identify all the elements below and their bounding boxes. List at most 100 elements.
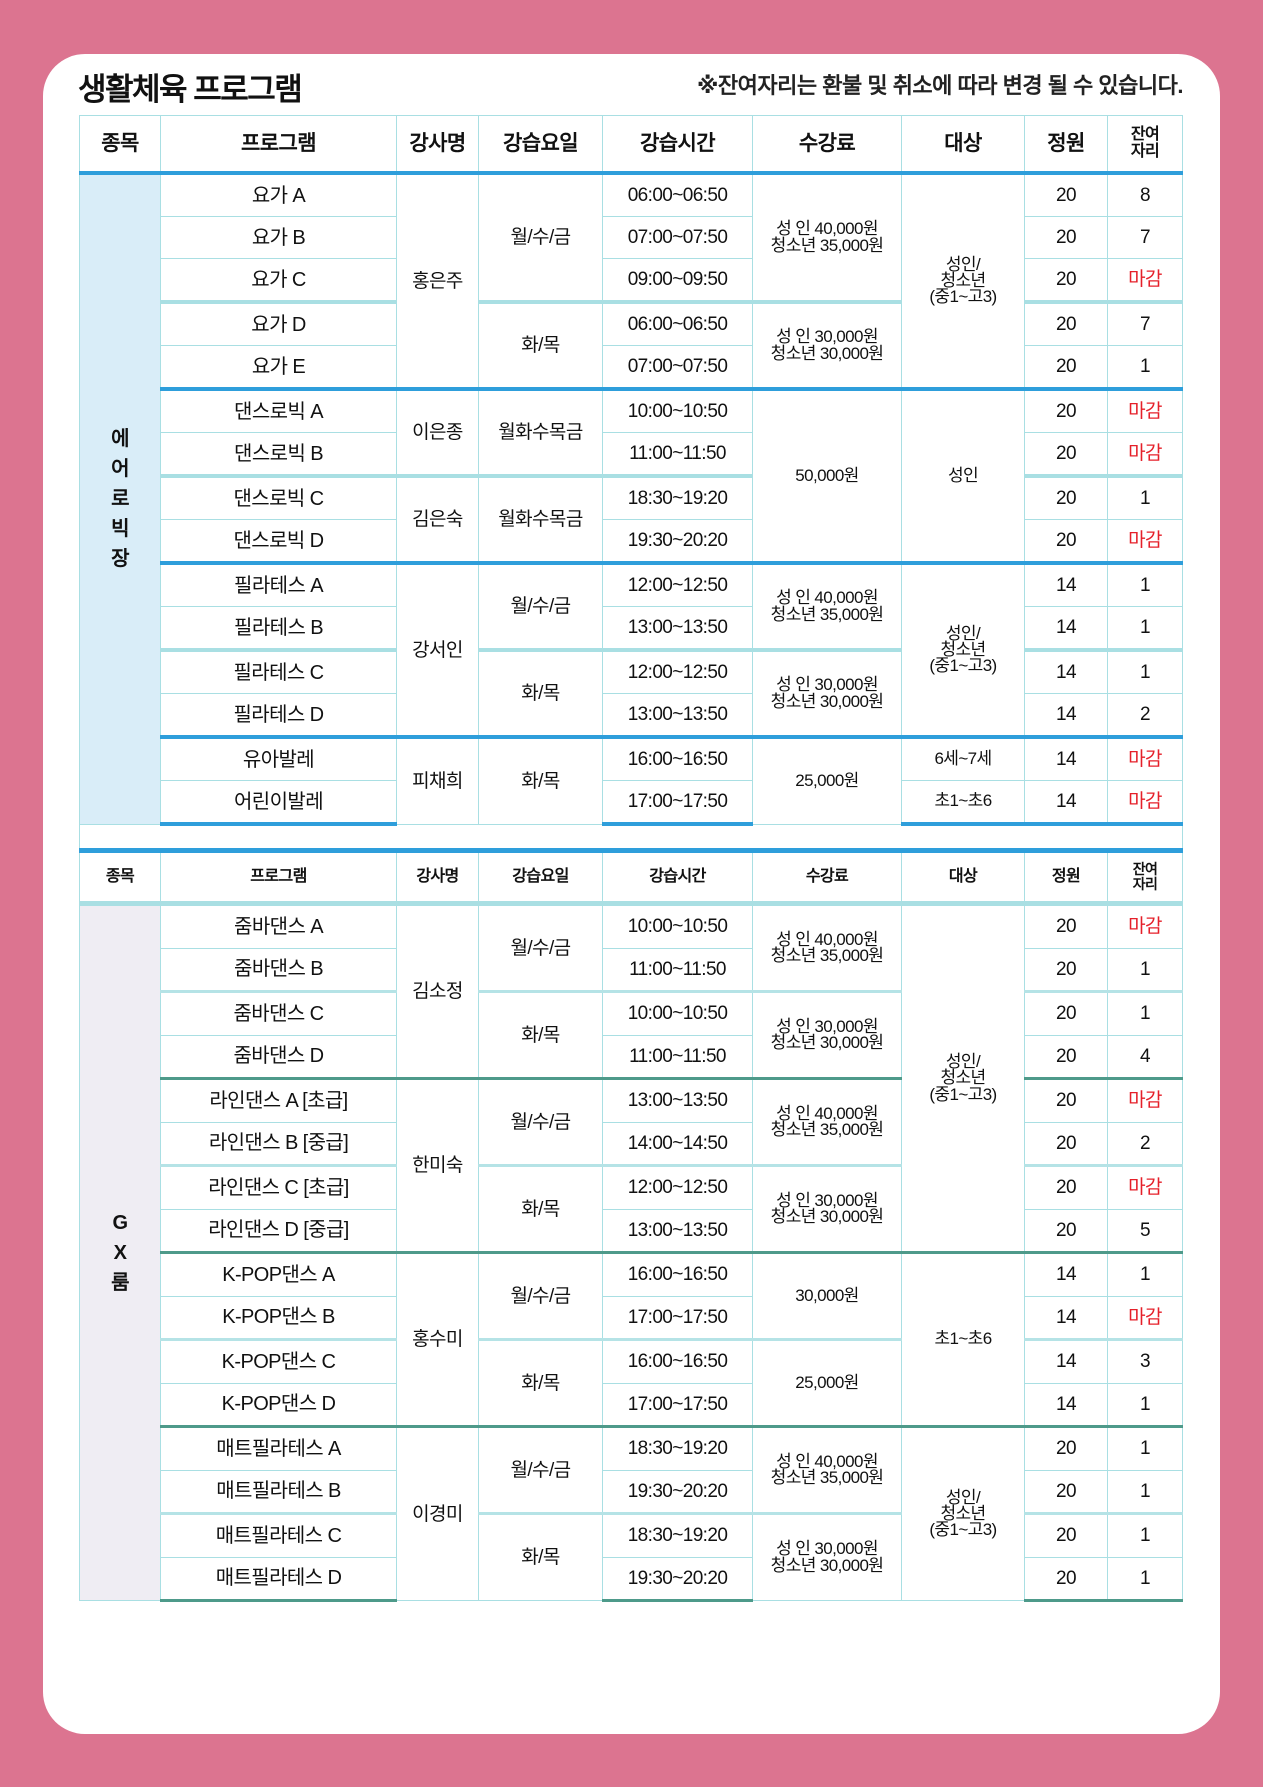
fee-cell: 50,000원 xyxy=(752,387,902,564)
fee-cell: 성 인 30,000원 청소년 30,000원 xyxy=(752,1164,902,1253)
header-days: 강습요일 xyxy=(478,115,603,175)
table-row: 요가 B 07:00~07:50 20 7 xyxy=(80,216,1183,259)
class-time: 18:30~19:20 xyxy=(602,474,753,520)
capacity-cell: 20 xyxy=(1024,1208,1108,1253)
class-time: 10:00~10:50 xyxy=(602,990,753,1036)
program-name: 필라테스 D xyxy=(160,693,397,738)
capacity-cell: 14 xyxy=(1024,561,1108,607)
remaining-seats: 8 xyxy=(1107,172,1183,217)
table-row: 댄스로빅 C 김은숙 월화수목금 18:30~19:20 20 1 xyxy=(80,474,1183,564)
remaining-seats: 1 xyxy=(1107,561,1183,607)
class-time: 10:00~10:50 xyxy=(602,903,753,949)
remaining-seats: 1 xyxy=(1107,1251,1183,1297)
fee-cell: 25,000원 xyxy=(752,1338,902,1427)
target-cell: 성인/ 청소년 (중1~고3) xyxy=(901,561,1025,738)
target-cell: 초1~초6 xyxy=(901,1251,1025,1427)
instructor-cell: 피채희 xyxy=(396,735,479,825)
days-cell: 화/목 xyxy=(478,1512,603,1601)
program-name: 라인댄스 A [초급] xyxy=(160,1077,397,1123)
remaining-seats: 2 xyxy=(1107,1121,1183,1166)
days-cell: 화/목 xyxy=(478,648,603,738)
fee-cell: 성 인 40,000원 청소년 35,000원 xyxy=(752,172,902,303)
remaining-seats: 7 xyxy=(1107,216,1183,259)
class-time: 19:30~20:20 xyxy=(602,1469,753,1514)
capacity-cell: 14 xyxy=(1024,1251,1108,1297)
class-time: 12:00~12:50 xyxy=(602,1164,753,1210)
fee-cell: 성 인 30,000원 청소년 30,000원 xyxy=(752,300,902,390)
days-cell: 월/수/금 xyxy=(478,1425,603,1514)
program-name: 유아발레 xyxy=(160,735,397,781)
header-target: 대상 xyxy=(901,848,1025,906)
table-row: 줌바댄스 D 11:00~11:50 20 4 xyxy=(80,1034,1183,1079)
program-name: 요가 E xyxy=(160,345,397,390)
days-cell: 화/목 xyxy=(478,1338,603,1427)
table-row: 필라테스 D 13:00~13:50 14 2 xyxy=(80,693,1183,738)
table-header-row: 종목 프로그램 강사명 강습요일 강습시간 수강료 대상 정원 잔여 자리 xyxy=(79,848,1183,906)
capacity-cell: 20 xyxy=(1024,432,1108,477)
class-time: 16:00~16:50 xyxy=(602,1251,753,1297)
remaining-seats: 1 xyxy=(1107,1425,1183,1471)
remaining-seats: 5 xyxy=(1107,1208,1183,1253)
remaining-seats: 1 xyxy=(1107,1382,1183,1427)
capacity-cell: 20 xyxy=(1024,1077,1108,1123)
remaining-seats: 마감 xyxy=(1107,387,1183,433)
target-cell: 초1~초6 xyxy=(901,780,1025,826)
target-cell: 6세~7세 xyxy=(901,735,1025,781)
program-name: K-POP댄스 B xyxy=(160,1295,397,1340)
table-row: K-POP댄스 D 17:00~17:50 14 1 xyxy=(80,1382,1183,1427)
capacity-cell: 20 xyxy=(1024,474,1108,520)
program-name: K-POP댄스 C xyxy=(160,1338,397,1384)
header-program: 프로그램 xyxy=(160,848,397,906)
instructor-cell: 한미숙 xyxy=(396,1077,479,1253)
header-fee: 수강료 xyxy=(752,848,902,906)
header-remaining: 잔여 자리 xyxy=(1107,115,1183,175)
program-name: 라인댄스 D [중급] xyxy=(160,1208,397,1253)
table-row: 유아발레 피채희 화/목 16:00~16:50 25,000원 6세~7세 14 마감 xyxy=(80,735,1183,825)
spacer-cell xyxy=(79,823,1183,851)
header-time: 강습시간 xyxy=(602,848,753,906)
program-name: 줌바댄스 D xyxy=(160,1034,397,1079)
program-name: 필라테스 A xyxy=(160,561,397,607)
remaining-seats: 마감 xyxy=(1107,1077,1183,1123)
class-time: 13:00~13:50 xyxy=(602,1077,753,1123)
remaining-seats: 1 xyxy=(1107,345,1183,390)
program-name: K-POP댄스 A xyxy=(160,1251,397,1297)
capacity-cell: 20 xyxy=(1024,1425,1108,1471)
capacity-cell: 14 xyxy=(1024,780,1108,826)
program-name: 댄스로빅 A xyxy=(160,387,397,433)
days-cell: 월화수목금 xyxy=(478,474,603,564)
remaining-seats: 마감 xyxy=(1107,1164,1183,1210)
class-time: 13:00~13:50 xyxy=(602,693,753,738)
capacity-cell: 20 xyxy=(1024,903,1108,949)
remaining-seats: 마감 xyxy=(1107,432,1183,477)
days-cell: 화/목 xyxy=(478,735,603,825)
class-time: 18:30~19:20 xyxy=(602,1512,753,1558)
table-row: 댄스로빅 A 이은종 월화수목금 10:00~10:50 50,000원 성인 20 마감 xyxy=(80,387,1183,564)
table-row: 라인댄스 D [중급] 13:00~13:50 20 5 xyxy=(80,1208,1183,1253)
class-time: 17:00~17:50 xyxy=(602,1382,753,1427)
class-time: 11:00~11:50 xyxy=(602,947,753,992)
capacity-cell: 20 xyxy=(1024,1121,1108,1166)
program-name: 요가 C xyxy=(160,258,397,303)
class-time: 17:00~17:50 xyxy=(602,1295,753,1340)
program-name: K-POP댄스 D xyxy=(160,1382,397,1427)
program-name: 댄스로빅 C xyxy=(160,474,397,520)
table-row: G X 룸 줌바댄스 A 김소정 월/수/금 10:00~10:50 성 인 40,000… xyxy=(79,903,1183,1601)
program-schedule-table: 종목 프로그램 강사명 강습요일 강습시간 수강료 대상 정원 잔여 자리 에 어 로 빅 장 요가… xyxy=(79,115,1183,1602)
category-cell: G X 룸 xyxy=(79,903,161,1601)
remaining-seats: 마감 xyxy=(1107,735,1183,781)
remaining-seats: 1 xyxy=(1107,606,1183,651)
capacity-cell: 14 xyxy=(1024,1295,1108,1340)
table-row: 줌바댄스 C 화/목 10:00~10:50 성 인 30,000원 청소년 30,0… xyxy=(80,990,1183,1079)
table-row: 필라테스 B 13:00~13:50 14 1 xyxy=(80,606,1183,651)
remaining-seats: 1 xyxy=(1107,1556,1183,1602)
section-spacer xyxy=(79,823,1183,851)
capacity-cell: 20 xyxy=(1024,1556,1108,1602)
class-time: 13:00~13:50 xyxy=(602,1208,753,1253)
header-category: 종목 xyxy=(79,848,161,906)
target-cell: 성인/ 청소년 (중1~고3) xyxy=(901,903,1025,1253)
program-name: 댄스로빅 D xyxy=(160,519,397,564)
remaining-seats: 3 xyxy=(1107,1338,1183,1384)
fee-cell: 25,000원 xyxy=(752,735,902,825)
class-time: 10:00~10:50 xyxy=(602,387,753,433)
